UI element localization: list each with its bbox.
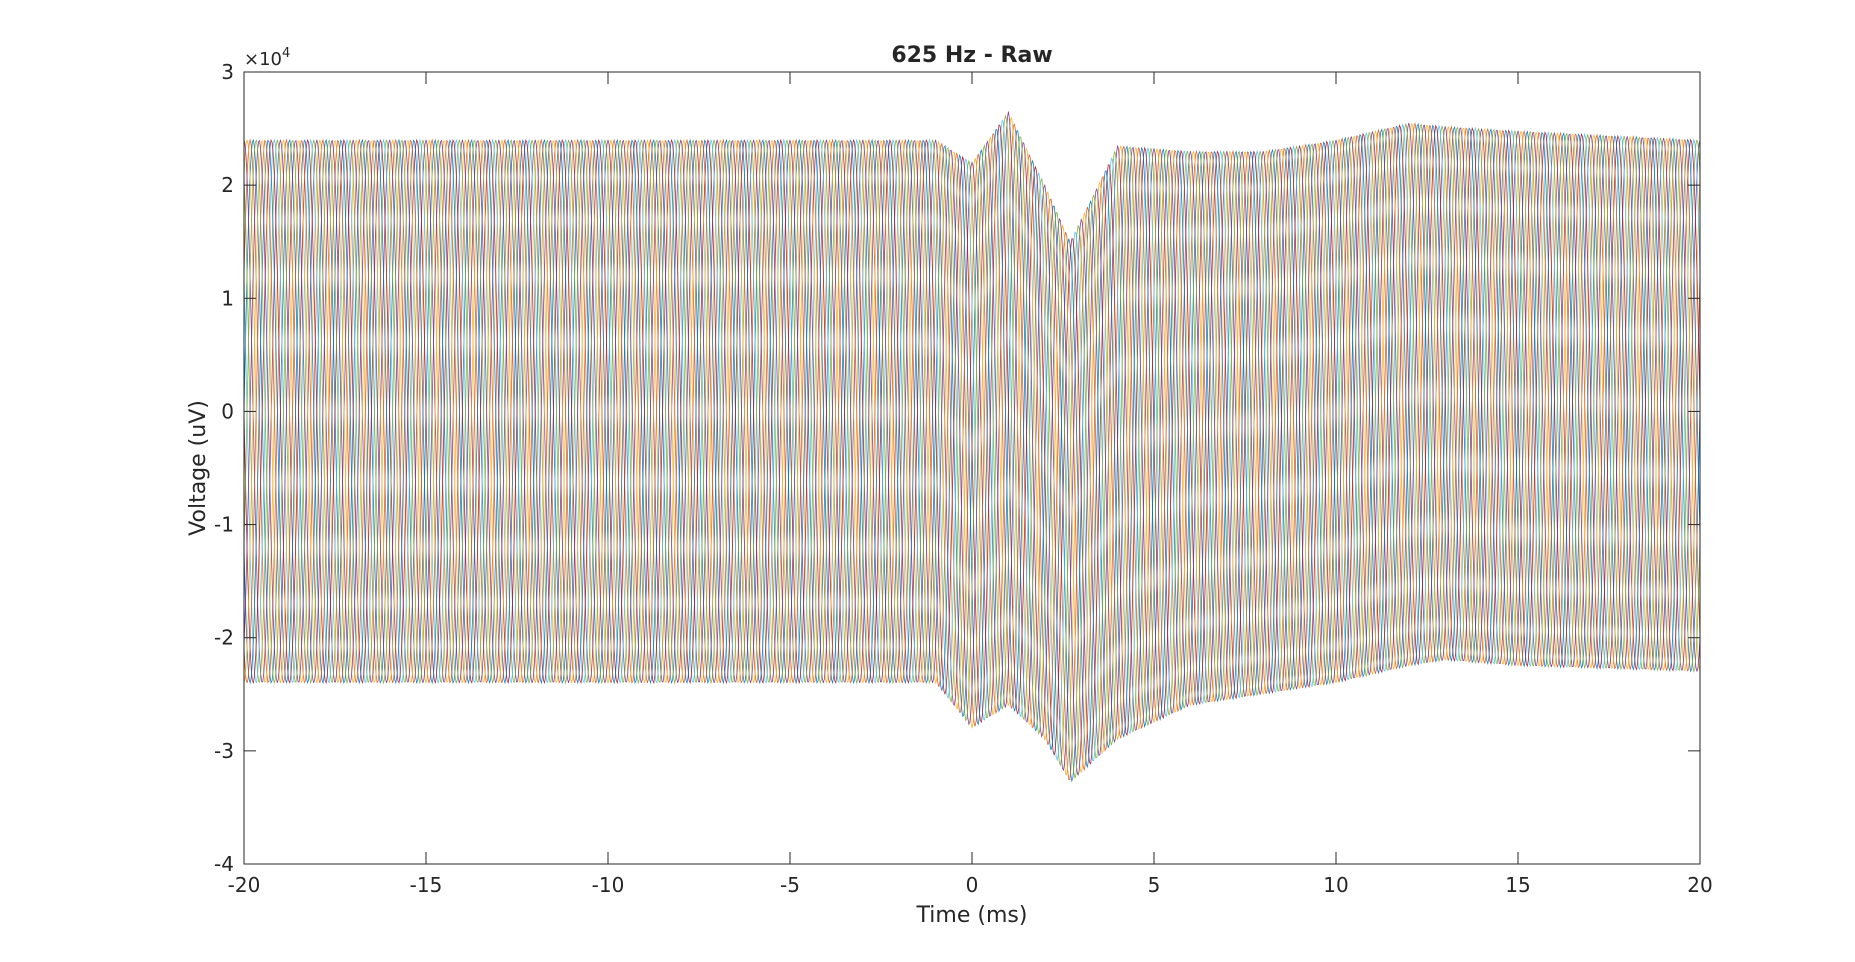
y-tick-label: -1	[214, 513, 234, 537]
x-tick-label: 15	[1505, 873, 1530, 897]
y-exponent-base: ×10	[244, 49, 282, 70]
trace-line	[244, 124, 1700, 776]
x-tick-label: 5	[1148, 873, 1161, 897]
x-tick-label: -5	[780, 873, 800, 897]
y-tick-label: -3	[214, 739, 234, 763]
y-tick-label: -4	[214, 852, 234, 876]
y-tick-label: 0	[221, 399, 234, 423]
y-exponent-power: 4	[282, 46, 290, 61]
trace-group	[244, 111, 1700, 783]
chart-title: 625 Hz - Raw	[891, 43, 1052, 68]
x-tick-label: 0	[966, 873, 979, 897]
y-exponent-label: ×104	[244, 46, 290, 70]
x-tick-group: -20 -15 -10 -5 0 5 10 15 20	[228, 72, 1713, 897]
y-tick-label: -2	[214, 626, 234, 650]
x-tick-label: 10	[1323, 873, 1348, 897]
x-tick-label: 20	[1687, 873, 1712, 897]
x-tick-label: -20	[228, 873, 261, 897]
trace-line	[244, 125, 1700, 773]
y-tick-label: 1	[221, 286, 234, 310]
y-tick-label: 3	[221, 60, 234, 84]
y-tick-group: -4 -3 -2 -1 0 1 2 3	[214, 60, 1700, 876]
y-tick-label: 2	[221, 173, 234, 197]
y-axis-label: Voltage (uV)	[186, 400, 211, 536]
x-tick-label: -15	[410, 873, 443, 897]
x-tick-label: -10	[592, 873, 625, 897]
trace-line	[244, 123, 1700, 779]
x-axis-label: Time (ms)	[916, 903, 1028, 928]
